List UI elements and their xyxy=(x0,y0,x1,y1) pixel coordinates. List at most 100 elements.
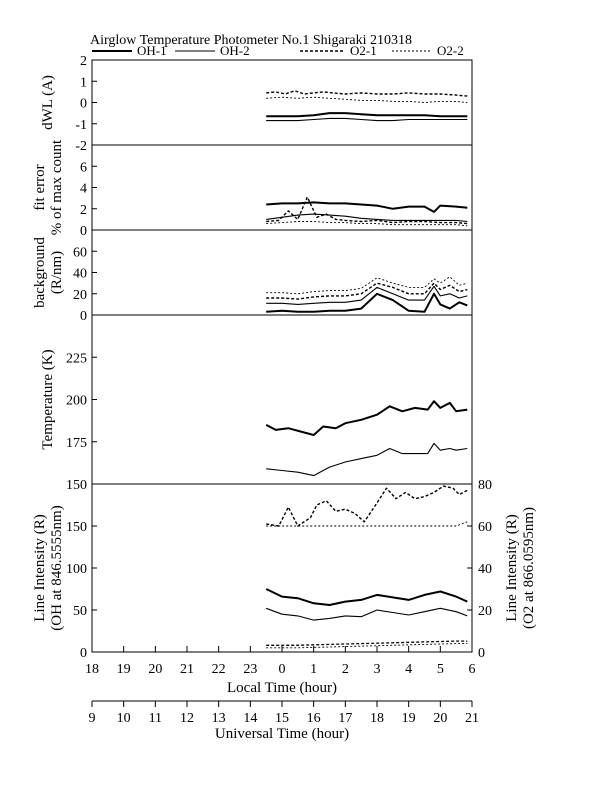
x-axis-title-universal: Universal Time (hour) xyxy=(215,726,349,742)
legend-label-oh-1: OH-1 xyxy=(137,43,167,58)
y-tick-label-right: 80 xyxy=(478,478,492,493)
x-tick-label-universal: 19 xyxy=(402,711,416,726)
series-oh-1 xyxy=(265,588,468,606)
x-tick-label-local: 2 xyxy=(342,662,349,677)
x-axis-title-local: Local Time (hour) xyxy=(227,680,337,696)
series-o2-2-low xyxy=(266,643,468,649)
y-tick-label: -1 xyxy=(75,118,87,133)
x-tick-label-universal: 12 xyxy=(180,711,194,726)
panel-frame xyxy=(91,229,473,316)
series-o2-1-low xyxy=(266,640,468,646)
y-tick-label-right: 0 xyxy=(478,646,485,661)
legend-label-o2-2: O2-2 xyxy=(437,43,464,58)
y-tick-label: 40 xyxy=(73,267,87,282)
y-axis-title: dWL (A) xyxy=(40,75,56,130)
y-axis-title-right: Line Intensity (R) xyxy=(504,514,520,621)
y-tick-label-right: 40 xyxy=(478,562,492,577)
panel-frame xyxy=(91,314,473,485)
panel-background: 60 40 20 0 background (R/nm) xyxy=(32,229,473,324)
y-tick-label: 0 xyxy=(80,97,87,112)
x-tick-label-local: 18 xyxy=(85,662,99,677)
panel-frame xyxy=(91,483,473,653)
legend: OH-1 OH-2 O2-1 O2-2 xyxy=(92,43,464,58)
y-axis-title: Line Intensity (R) xyxy=(32,514,48,621)
x-tick-label-local: 20 xyxy=(148,662,162,677)
y-tick-label-right: 60 xyxy=(478,520,492,535)
x-tick-label-universal: 16 xyxy=(307,711,321,726)
panel-dwl: 2 1 0 -1 -2 dWL (A) xyxy=(40,54,473,154)
y-axis-title: % of max count xyxy=(49,139,65,235)
y-tick-label: -2 xyxy=(75,139,87,154)
x-tick-label-universal: 14 xyxy=(243,711,257,726)
x-tick-label-universal: 18 xyxy=(370,711,384,726)
panel-frame xyxy=(91,59,473,146)
legend-label-o2-1: O2-1 xyxy=(350,43,377,58)
y-tick-label: 20 xyxy=(73,288,87,303)
series-oh-1 xyxy=(266,201,468,213)
x-tick-label-local: 22 xyxy=(212,662,226,677)
chart-title: Airglow Temperature Photometer No.1 Shig… xyxy=(90,33,412,48)
series-o2-1 xyxy=(266,485,468,527)
series-oh-1 xyxy=(266,112,468,118)
y-tick-label: 60 xyxy=(73,245,87,260)
x-tick-label-local: 4 xyxy=(405,662,412,677)
x-tick-label-universal: 17 xyxy=(338,711,352,726)
y-axis-title: Temperature (K) xyxy=(40,349,56,449)
x-tick-label-local: 19 xyxy=(117,662,131,677)
y-tick-label: 225 xyxy=(66,351,87,366)
x-tick-label-local: 6 xyxy=(469,662,476,677)
x-tick-label-local: 0 xyxy=(279,662,286,677)
series-o2-1 xyxy=(266,196,468,225)
series-o2-2 xyxy=(266,276,468,295)
series-oh-1 xyxy=(265,400,468,436)
y-tick-label: 100 xyxy=(66,562,87,577)
series-oh-2 xyxy=(266,285,468,305)
y-tick-label: 1 xyxy=(80,75,87,90)
x-tick-label-local: 5 xyxy=(437,662,444,677)
x-tick-label-local: 3 xyxy=(374,662,381,677)
x-tick-label-universal: 20 xyxy=(433,711,447,726)
legend-label-oh-2: OH-2 xyxy=(220,43,250,58)
series-oh-2 xyxy=(266,607,468,621)
x-tick-label-universal: 13 xyxy=(212,711,226,726)
x-tick-label-universal: 11 xyxy=(149,711,162,726)
x-tick-label-universal: 15 xyxy=(275,711,289,726)
y-tick-label: 2 xyxy=(80,54,87,69)
series-o2-2 xyxy=(266,96,468,103)
x-tick-label-universal: 10 xyxy=(117,711,131,726)
y-tick-label: 0 xyxy=(80,224,87,239)
y-tick-label: 50 xyxy=(73,604,87,619)
x-tick-label-local: 23 xyxy=(243,662,257,677)
y-axis-title: fit error xyxy=(32,164,48,210)
x-tick-label-local: 21 xyxy=(180,662,194,677)
y-axis-title: background xyxy=(32,237,48,308)
y-tick-label: 0 xyxy=(80,309,87,324)
series-oh-2 xyxy=(266,213,468,223)
y-tick-label-right: 20 xyxy=(478,604,492,619)
panel-temperature: 225 200 175 150 Temperature (K) xyxy=(40,314,473,493)
series-o2-1 xyxy=(266,282,468,300)
series-o2-1 xyxy=(266,90,468,97)
series-oh-1 xyxy=(266,292,468,313)
y-tick-label: 150 xyxy=(66,520,87,535)
y-axis-title-right: (O2 at 866.0595nm) xyxy=(521,507,537,629)
y-axis-title: (R/nm) xyxy=(49,251,65,294)
panel-fit-error: 6 4 2 0 fit error% of max count xyxy=(32,139,473,239)
y-tick-label: 6 xyxy=(80,160,87,175)
x-tick-label-universal: 9 xyxy=(89,711,96,726)
y-tick-label: 0 xyxy=(80,646,87,661)
y-tick-label: 175 xyxy=(66,436,87,451)
y-tick-label: 200 xyxy=(66,394,87,409)
x-tick-label-local: 1 xyxy=(310,662,317,677)
series-oh-2 xyxy=(266,117,468,122)
y-axis-title: (OH at 846.5555nm) xyxy=(49,505,65,630)
series-oh-2 xyxy=(266,442,468,477)
y-tick-label: 2 xyxy=(80,203,87,218)
y-tick-label: 150 xyxy=(66,478,87,493)
y-tick-label: 4 xyxy=(80,182,87,197)
x-tick-label-universal: 21 xyxy=(465,711,479,726)
